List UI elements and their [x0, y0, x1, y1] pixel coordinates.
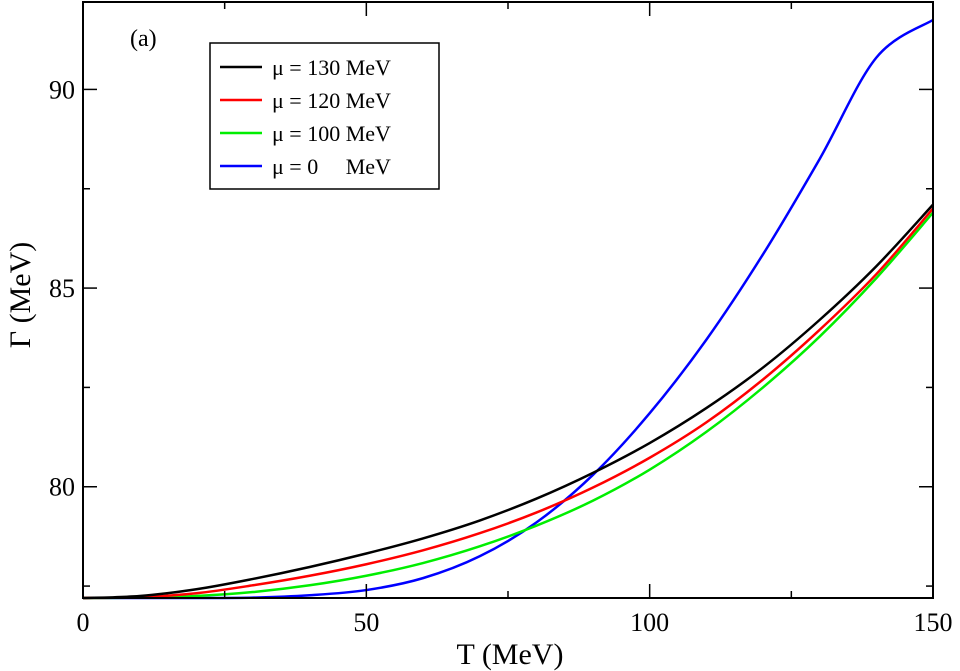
- x-tick-label: 50: [353, 608, 379, 637]
- legend-label-2: μ = 100 MeV: [272, 121, 391, 146]
- x-axis-title: T (MeV): [457, 638, 564, 671]
- legend-label-1: μ = 120 MeV: [272, 88, 391, 113]
- legend-label-3: μ = 0 MeV: [272, 154, 391, 179]
- series-line-0: [82, 203, 934, 600]
- x-tick-label: 150: [914, 608, 953, 637]
- axis-ticks: 0 50 100 150 80 85 90: [49, 2, 953, 637]
- series-line-1: [82, 207, 934, 600]
- x-tick-label: 100: [630, 608, 669, 637]
- y-tick-label: 85: [49, 274, 75, 303]
- x-tick-label: 0: [77, 608, 90, 637]
- y-axis-title: Γ (MeV): [4, 242, 37, 348]
- y-tick-label: 80: [49, 473, 75, 502]
- panel-label: (a): [130, 26, 157, 52]
- legend: μ = 130 MeV μ = 120 MeV μ = 100 MeV μ = 0 M…: [209, 42, 440, 190]
- series-line-2: [82, 211, 934, 600]
- legend-label-0: μ = 130 MeV: [272, 55, 391, 80]
- y-tick-label: 90: [49, 75, 75, 104]
